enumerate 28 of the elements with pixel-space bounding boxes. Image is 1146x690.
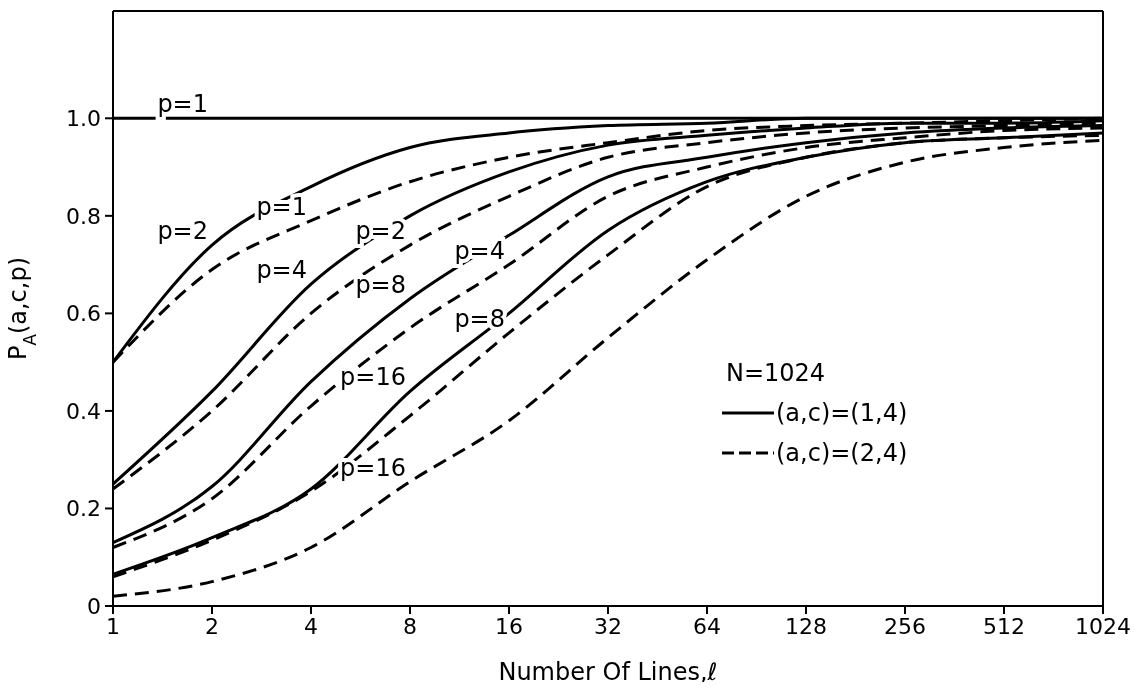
annotation: p=4 — [256, 256, 307, 285]
x-tick-label: 128 — [785, 613, 827, 639]
x-tick-label: 32 — [594, 613, 622, 639]
x-tick-label: 4 — [304, 613, 318, 639]
y-tick-label: 0 — [87, 593, 101, 619]
annotation: p=16 — [340, 453, 406, 482]
legend-label: (a,c)=(1,4) — [776, 398, 908, 429]
x-tick-label: 256 — [884, 613, 926, 639]
y-tick-label: 0.4 — [66, 398, 101, 424]
y-tick-label: 0.2 — [66, 496, 101, 522]
annotation: p=16 — [340, 363, 406, 392]
legend-title: N=1024 — [725, 358, 827, 389]
x-axis-title: Number Of Lines,ℓ — [498, 658, 718, 686]
y-tick-label: 0.8 — [66, 203, 101, 229]
annotation: p=2 — [157, 217, 208, 246]
x-tick-label: 1 — [106, 613, 120, 639]
x-tick-label: 16 — [495, 613, 523, 639]
x-tick-label: 8 — [403, 613, 417, 639]
x-tick-label: 64 — [693, 613, 721, 639]
x-tick-label: 2 — [205, 613, 219, 639]
y-tick-label: 1.0 — [66, 106, 101, 132]
legend-label: (a,c)=(2,4) — [776, 438, 908, 469]
x-tick-label: 1024 — [1075, 613, 1131, 639]
annotation: p=8 — [454, 304, 505, 333]
y-tick-label: 0.6 — [66, 301, 101, 327]
annotation: p=8 — [355, 270, 406, 299]
annotation: p=1 — [157, 90, 208, 119]
x-tick-label: 512 — [983, 613, 1025, 639]
